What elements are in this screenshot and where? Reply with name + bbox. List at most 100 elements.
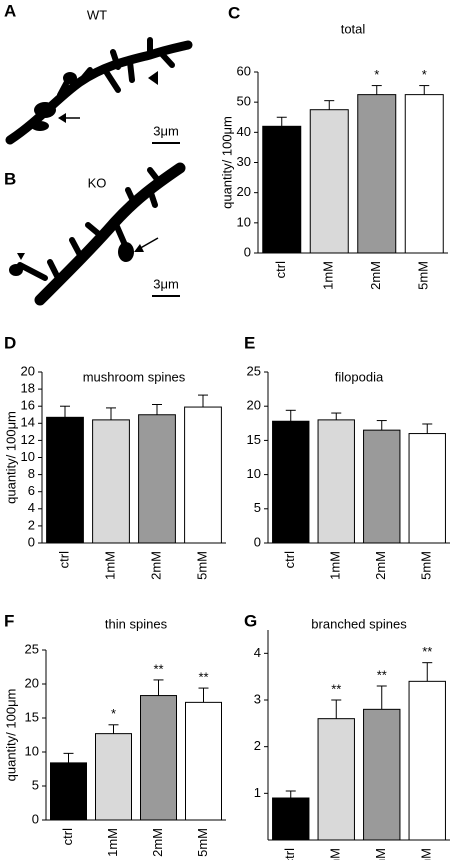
- x-tick-label: 2mM: [373, 848, 388, 860]
- y-tick-label: 3: [254, 691, 261, 706]
- bar: [138, 414, 176, 544]
- y-tick-label: 0: [32, 811, 39, 826]
- y-tick-label: 30: [237, 154, 251, 169]
- bar: [404, 94, 444, 254]
- image-label: KO: [88, 175, 107, 190]
- bar: [185, 701, 222, 821]
- y-tick-label: 5: [32, 777, 39, 792]
- x-tick-label: ctrl: [273, 261, 288, 278]
- y-axis-label: quantity/ 100μm: [3, 411, 18, 504]
- x-tick-label: ctrl: [56, 551, 71, 568]
- bar: [363, 708, 401, 841]
- y-tick-label: 20: [247, 398, 261, 413]
- y-tick-label: 1: [254, 785, 261, 800]
- x-tick-label: 2mM: [150, 828, 165, 857]
- significance: **: [331, 681, 341, 696]
- scale-label: 3μm: [153, 276, 179, 291]
- micrograph-b: B KO 3μm: [4, 162, 186, 306]
- panel-letter: B: [4, 169, 16, 188]
- chart-title: mushroom spines: [83, 369, 186, 384]
- significance: **: [198, 670, 208, 685]
- y-tick-label: 10: [25, 743, 39, 758]
- panel-letter: G: [244, 611, 257, 630]
- scale-label: 3μm: [153, 123, 179, 138]
- y-tick-label: 4: [254, 645, 261, 660]
- chart-title: filopodia: [335, 369, 384, 384]
- x-tick-label: 2mM: [368, 261, 383, 290]
- y-tick-label: 10: [247, 466, 261, 481]
- bar: [272, 797, 310, 841]
- y-tick-label: 6: [28, 483, 35, 498]
- chart-title: total: [341, 21, 366, 36]
- y-tick-label: 60: [237, 63, 251, 78]
- x-tick-label: 1mM: [105, 828, 120, 857]
- panel-letter: D: [4, 333, 16, 352]
- bar: [309, 109, 349, 254]
- bar: [408, 433, 446, 544]
- x-tick-label: 5mM: [416, 261, 431, 290]
- bar: [408, 680, 446, 841]
- bar: [46, 416, 84, 544]
- x-tick-label: 5mM: [194, 551, 209, 580]
- x-tick-label: 5mM: [195, 828, 210, 857]
- y-tick-label: 20: [237, 184, 251, 199]
- y-tick-label: 8: [28, 466, 35, 481]
- y-tick-label: 25: [247, 363, 261, 378]
- significance: *: [374, 67, 379, 82]
- x-tick-label: ctrl: [282, 848, 297, 860]
- bar: [357, 94, 397, 254]
- y-tick-label: 40: [237, 124, 251, 139]
- y-axis-label: quantity/ 100μm: [219, 116, 234, 209]
- x-tick-label: 5mM: [419, 848, 434, 860]
- y-tick-label: 15: [25, 709, 39, 724]
- x-tick-label: 2mM: [373, 551, 388, 580]
- y-tick-label: 5: [254, 500, 261, 515]
- panel-letter: A: [4, 1, 16, 20]
- panel-letter: F: [4, 611, 14, 630]
- y-tick-label: 18: [21, 381, 35, 396]
- x-tick-label: 1mM: [102, 551, 117, 580]
- panel-letter: C: [228, 3, 240, 22]
- y-tick-label: 25: [25, 641, 39, 656]
- y-axis-label: quantity/ 100μm: [3, 689, 18, 782]
- y-tick-label: 12: [21, 432, 35, 447]
- significance: **: [153, 661, 163, 676]
- x-tick-label: 2mM: [148, 551, 163, 580]
- bar: [92, 419, 130, 544]
- bar: [140, 695, 177, 821]
- significance: **: [377, 667, 387, 682]
- significance: *: [422, 67, 427, 82]
- bar: [317, 419, 355, 544]
- significance: **: [422, 644, 432, 659]
- chart-title: thin spines: [105, 616, 168, 631]
- y-tick-label: 4: [28, 500, 35, 515]
- y-tick-label: 14: [21, 415, 35, 430]
- bar: [50, 762, 87, 821]
- x-tick-label: 1mM: [328, 551, 343, 580]
- y-tick-label: 16: [21, 398, 35, 413]
- bar: [363, 429, 401, 544]
- significance: *: [111, 706, 116, 721]
- y-tick-label: 2: [254, 738, 261, 753]
- x-tick-label: 1mM: [328, 848, 343, 860]
- bar: [317, 718, 355, 841]
- y-tick-label: 15: [247, 432, 261, 447]
- chart-title: branched spines: [311, 616, 407, 631]
- panel-letter: E: [244, 333, 255, 352]
- x-tick-label: ctrl: [60, 828, 75, 845]
- y-tick-label: 2: [28, 517, 35, 532]
- bar: [272, 420, 310, 544]
- y-tick-label: 10: [237, 214, 251, 229]
- x-tick-label: 5mM: [419, 551, 434, 580]
- y-tick-label: 50: [237, 94, 251, 109]
- y-tick-label: 20: [21, 363, 35, 378]
- y-tick-label: 20: [25, 675, 39, 690]
- y-tick-label: 10: [21, 449, 35, 464]
- bar: [262, 125, 302, 254]
- y-tick-label: 0: [244, 244, 251, 259]
- micrograph-a: A WT 3μm: [0, 0, 193, 150]
- y-tick-label: 0: [254, 534, 261, 549]
- bar: [95, 733, 132, 821]
